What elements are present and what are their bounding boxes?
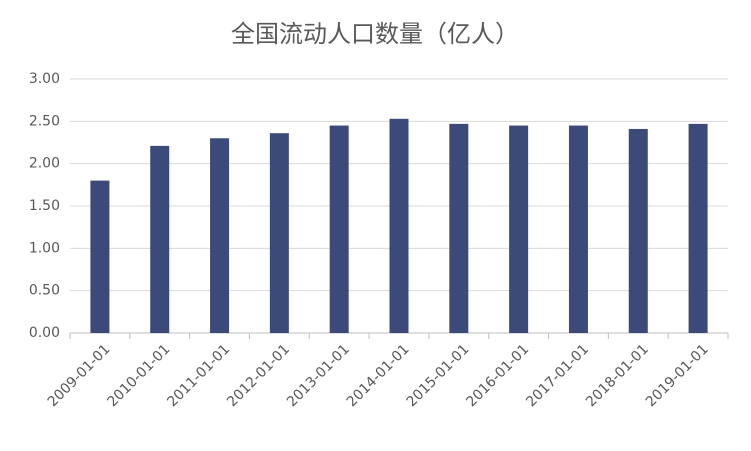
y-tick-label: 1.50 xyxy=(29,198,60,214)
x-tick-label: 2016-01-01 xyxy=(463,341,532,410)
bar xyxy=(329,125,349,333)
y-tick-label: 3.00 xyxy=(29,71,60,87)
bar xyxy=(509,125,529,333)
y-tick-label: 1.00 xyxy=(29,240,60,256)
bar xyxy=(628,128,648,333)
x-tick-label: 2012-01-01 xyxy=(224,341,293,410)
x-tick-label: 2019-01-01 xyxy=(643,341,712,410)
bar xyxy=(688,123,708,333)
bar xyxy=(269,133,289,333)
bar xyxy=(568,125,588,333)
x-tick-label: 2009-01-01 xyxy=(45,341,114,410)
x-tick-label: 2018-01-01 xyxy=(583,341,652,410)
chart-title: 全国流动人口数量（亿人） xyxy=(231,20,519,48)
y-tick-label: 0.50 xyxy=(29,283,60,299)
y-tick-label: 2.50 xyxy=(29,113,60,129)
bar xyxy=(150,145,170,333)
x-tick-label: 2017-01-01 xyxy=(523,341,592,410)
y-tick-label: 2.00 xyxy=(29,156,60,172)
x-tick-label: 2010-01-01 xyxy=(105,341,174,410)
bar xyxy=(90,180,110,333)
x-tick-label: 2015-01-01 xyxy=(404,341,473,410)
x-tick-label: 2011-01-01 xyxy=(164,341,233,410)
bar xyxy=(389,118,409,333)
bar xyxy=(210,138,230,333)
x-tick-label: 2013-01-01 xyxy=(284,341,353,410)
y-tick-label: 0.00 xyxy=(29,325,60,341)
x-tick-label: 2014-01-01 xyxy=(344,341,413,410)
bar xyxy=(449,123,469,333)
